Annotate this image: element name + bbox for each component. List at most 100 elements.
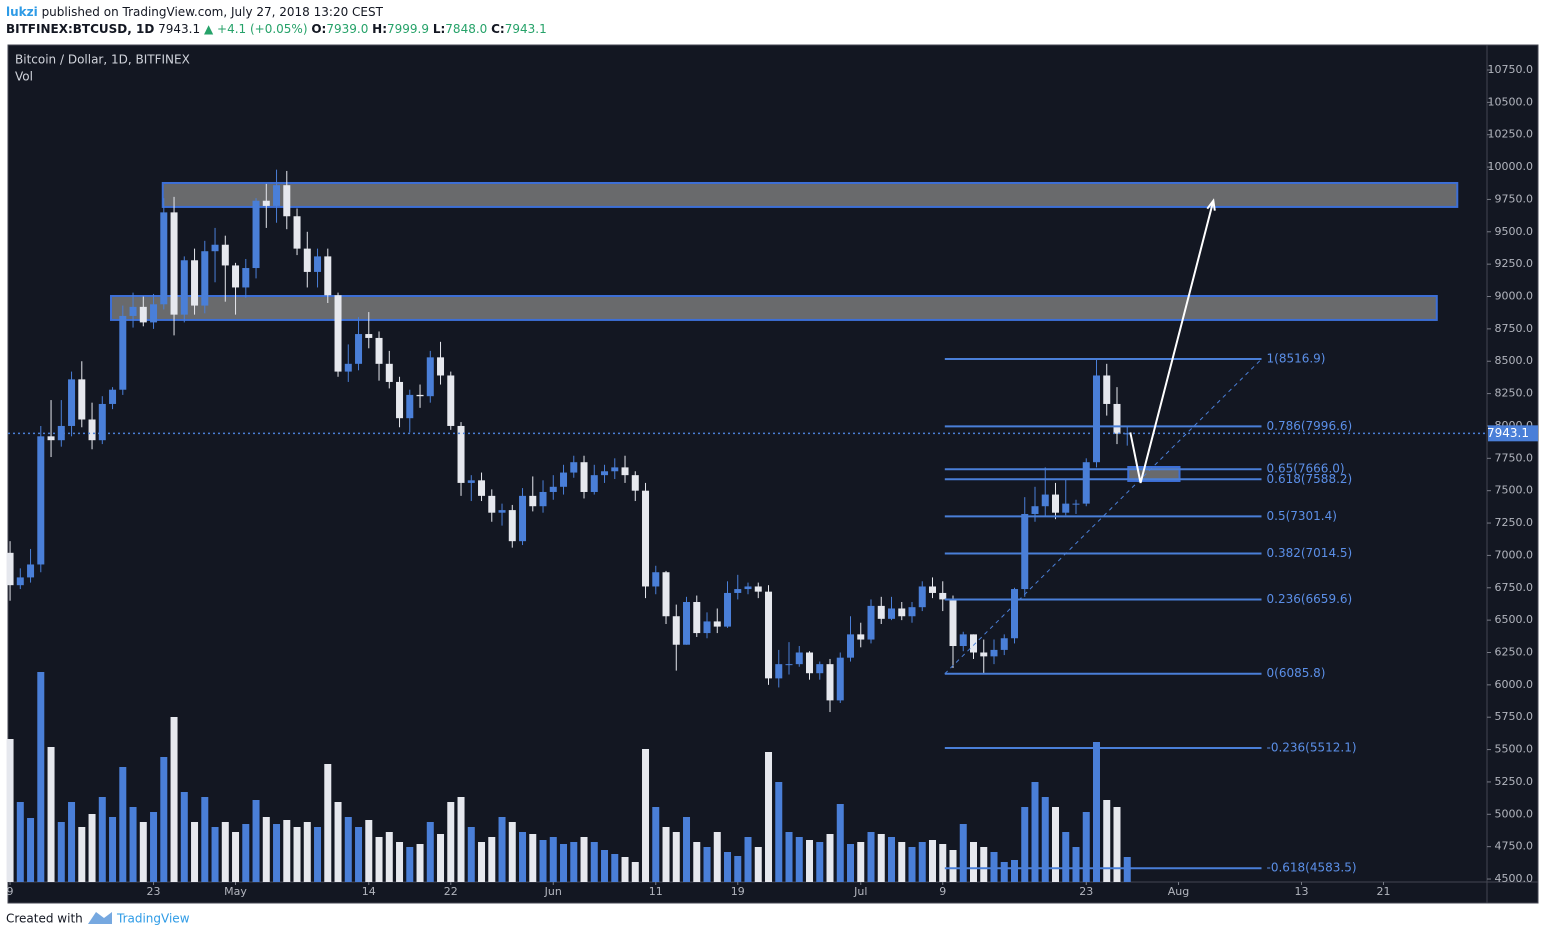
volume-bar — [57, 822, 65, 882]
candle-body — [590, 475, 598, 492]
volume-bar — [437, 834, 445, 882]
volume-bar — [857, 842, 865, 882]
candle-body — [68, 379, 76, 426]
volume-bar — [1082, 812, 1090, 882]
candle-body — [693, 602, 701, 634]
x-tick-label: Jul — [853, 885, 867, 898]
volume-bar — [252, 800, 260, 882]
volume-bar — [549, 837, 557, 882]
candle-body — [642, 490, 650, 587]
fib-label: -0.236(5512.1) — [1267, 741, 1357, 755]
candle-body — [78, 379, 86, 420]
candle-body — [508, 510, 516, 542]
volume-bar — [672, 832, 680, 882]
candle-body — [385, 363, 393, 382]
volume-bar — [734, 856, 742, 882]
volume-bar — [611, 854, 619, 882]
volume-bar — [232, 832, 240, 882]
volume-bar — [929, 840, 937, 882]
candle-body — [119, 315, 127, 390]
y-tick-label: 7000.0 — [1495, 548, 1534, 561]
y-tick-label: 7500.0 — [1495, 484, 1534, 497]
volume-bar — [713, 832, 721, 882]
candle-body — [262, 200, 270, 206]
y-tick-label: 8750.0 — [1495, 322, 1534, 335]
volume-bar — [160, 757, 168, 882]
x-tick-label: Aug — [1168, 885, 1189, 898]
candle-body — [109, 389, 117, 404]
candle-body — [570, 462, 578, 473]
volume-bar — [888, 837, 896, 882]
candle-body — [765, 591, 773, 679]
candle-body — [877, 605, 885, 619]
y-tick-label: 5000.0 — [1495, 807, 1534, 820]
volume-bar — [498, 817, 506, 882]
candle-body — [1031, 506, 1039, 514]
volume-bar — [529, 834, 537, 882]
volume-bar — [426, 822, 434, 882]
x-tick-label: 21 — [1376, 885, 1390, 898]
candle-body — [303, 248, 311, 272]
volume-bar — [129, 807, 137, 882]
y-tick-label: 7750.0 — [1495, 451, 1534, 464]
volume-bar — [939, 844, 947, 882]
candle-body — [898, 608, 906, 617]
candle-body — [908, 607, 916, 617]
c-value: 7943.1 — [505, 22, 547, 36]
candle-body — [836, 657, 844, 701]
zone — [110, 294, 1438, 321]
volume-bar — [580, 837, 588, 882]
candle-body — [939, 592, 947, 600]
author[interactable]: lukzi — [6, 5, 38, 19]
last-price-label: 7943.1 — [1487, 426, 1529, 440]
candle-body — [406, 394, 414, 419]
volume-bar — [283, 820, 291, 882]
x-tick-label: 23 — [1079, 885, 1093, 898]
volume-bar — [1123, 857, 1131, 882]
zone — [161, 181, 1459, 208]
candle-body — [539, 491, 547, 507]
volume-bar — [519, 832, 527, 882]
candle-body — [375, 337, 383, 364]
fib-label: 0.618(7588.2) — [1267, 472, 1353, 486]
volume-bar — [150, 812, 158, 882]
volume-bar — [170, 717, 178, 882]
volume-bar — [601, 850, 609, 882]
volume-bar — [344, 817, 352, 882]
volume-bar — [970, 842, 978, 882]
volume-bar — [242, 824, 250, 882]
candle-body — [611, 467, 619, 472]
y-tick-label: 6500.0 — [1495, 613, 1534, 626]
candle-body — [959, 634, 967, 647]
volume-bar — [652, 807, 660, 882]
volume-bar — [918, 842, 926, 882]
candle-body — [180, 260, 188, 315]
candle-body — [57, 425, 65, 441]
volume-bar — [1041, 797, 1049, 882]
volume-bar — [867, 832, 875, 882]
candle-body — [713, 621, 721, 627]
candle-body — [1010, 589, 1018, 639]
volume-bar — [898, 842, 906, 882]
candle-body — [1051, 494, 1059, 513]
candle-body — [1082, 462, 1090, 504]
candle-body — [488, 495, 496, 513]
volume-bar — [816, 842, 824, 882]
candle-body — [37, 436, 45, 565]
candle-body — [324, 256, 332, 296]
volume-bar — [980, 847, 988, 882]
logo[interactable] — [88, 912, 112, 924]
volume-bar — [662, 827, 670, 882]
volume-bar — [27, 818, 35, 882]
volume-bar — [1113, 807, 1121, 882]
candle-body — [150, 304, 158, 323]
brand[interactable]: TradingView — [116, 912, 190, 926]
volume-bar — [211, 827, 219, 882]
candle-body — [467, 480, 475, 483]
volume-bar — [488, 837, 496, 882]
candle-body — [662, 572, 670, 617]
volume-bar — [908, 847, 916, 882]
candle-body — [98, 403, 106, 441]
volume-bar — [1062, 832, 1070, 882]
candle-body — [980, 652, 988, 657]
